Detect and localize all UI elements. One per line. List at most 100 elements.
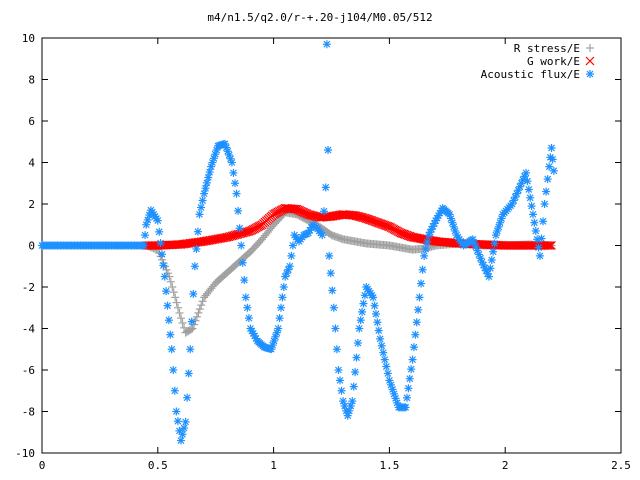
data-point: [162, 265, 171, 274]
data-point: [548, 155, 557, 164]
data-point: [193, 227, 202, 236]
data-point: [288, 241, 297, 250]
data-point: [356, 316, 365, 325]
x-tick-label: 2: [502, 459, 509, 472]
data-point: [192, 244, 201, 253]
data-point: [198, 297, 207, 306]
data-point: [227, 158, 236, 167]
data-point: [319, 207, 328, 216]
data-point: [332, 345, 341, 354]
data-point: [418, 265, 427, 274]
data-point: [359, 299, 368, 308]
data-point: [274, 324, 283, 333]
data-point: [328, 286, 337, 295]
data-point: [382, 362, 391, 371]
data-point: [484, 272, 493, 281]
data-point: [417, 279, 426, 288]
data-point: [527, 202, 536, 211]
data-point: [197, 301, 206, 310]
y-tick-label: -8: [22, 406, 35, 419]
y-tick-label: 0: [28, 240, 35, 253]
y-tick-label: 10: [22, 32, 35, 45]
data-point: [167, 345, 176, 354]
data-point: [204, 173, 213, 182]
data-point: [335, 376, 344, 385]
data-point: [324, 146, 333, 155]
data-point: [377, 341, 386, 350]
data-point: [237, 241, 246, 250]
data-point: [370, 301, 379, 310]
data-point: [194, 308, 203, 317]
data-point: [528, 210, 537, 219]
y-tick-label: -4: [22, 323, 36, 336]
data-point: [166, 277, 175, 286]
legend-marker: [586, 70, 594, 78]
data-point: [183, 393, 192, 402]
data-point: [155, 227, 164, 236]
data-point: [411, 330, 420, 339]
data-point: [243, 303, 252, 312]
y-tick-label: 6: [28, 115, 35, 128]
data-point: [524, 185, 533, 194]
data-point: [531, 226, 540, 235]
data-point: [188, 324, 197, 333]
x-tick-label: 1.5: [379, 459, 399, 472]
data-point: [284, 265, 293, 274]
data-point: [331, 324, 340, 333]
series-layer: [38, 40, 558, 445]
data-point: [201, 184, 210, 193]
data-point: [232, 189, 241, 198]
legend-label: G work/E: [527, 55, 580, 68]
data-point: [141, 231, 150, 240]
data-point: [174, 303, 183, 312]
data-point: [408, 355, 417, 364]
data-point: [180, 323, 189, 332]
data-point: [277, 303, 286, 312]
data-point: [195, 305, 204, 314]
data-point: [403, 393, 412, 402]
x-tick-label: 0.5: [148, 459, 168, 472]
data-point: [493, 226, 502, 235]
data-point: [187, 317, 196, 326]
data-point: [192, 312, 201, 321]
x-tick-label: 1: [270, 459, 277, 472]
data-point: [186, 345, 195, 354]
data-point: [542, 187, 551, 196]
data-point: [415, 293, 424, 302]
data-point: [358, 307, 367, 316]
y-tick-label: 8: [28, 74, 35, 87]
data-point: [190, 262, 199, 271]
data-point: [380, 355, 389, 364]
data-point: [534, 243, 543, 252]
data-point: [178, 318, 187, 327]
data-point: [374, 326, 383, 335]
data-point: [371, 309, 380, 318]
data-point: [547, 143, 556, 152]
data-point: [279, 283, 288, 291]
data-point: [195, 210, 204, 219]
data-point: [241, 293, 250, 302]
data-point: [180, 424, 189, 433]
data-point: [404, 384, 413, 393]
data-point: [166, 330, 175, 339]
y-tick-label: -10: [15, 447, 35, 460]
data-point: [549, 166, 558, 175]
data-point: [184, 369, 193, 378]
data-point: [349, 382, 358, 391]
data-point: [540, 200, 549, 208]
data-point: [173, 417, 182, 426]
data-point: [244, 226, 254, 236]
data-point: [530, 218, 539, 227]
data-point: [543, 175, 552, 184]
data-point: [376, 334, 385, 343]
data-point: [423, 238, 432, 247]
data-point: [420, 251, 429, 260]
y-tick-label: 2: [28, 198, 35, 211]
data-point: [539, 217, 548, 226]
legend-marker: [586, 44, 594, 52]
data-point: [325, 251, 334, 260]
data-point: [168, 283, 177, 291]
data-point: [523, 177, 532, 186]
data-point: [231, 179, 239, 188]
